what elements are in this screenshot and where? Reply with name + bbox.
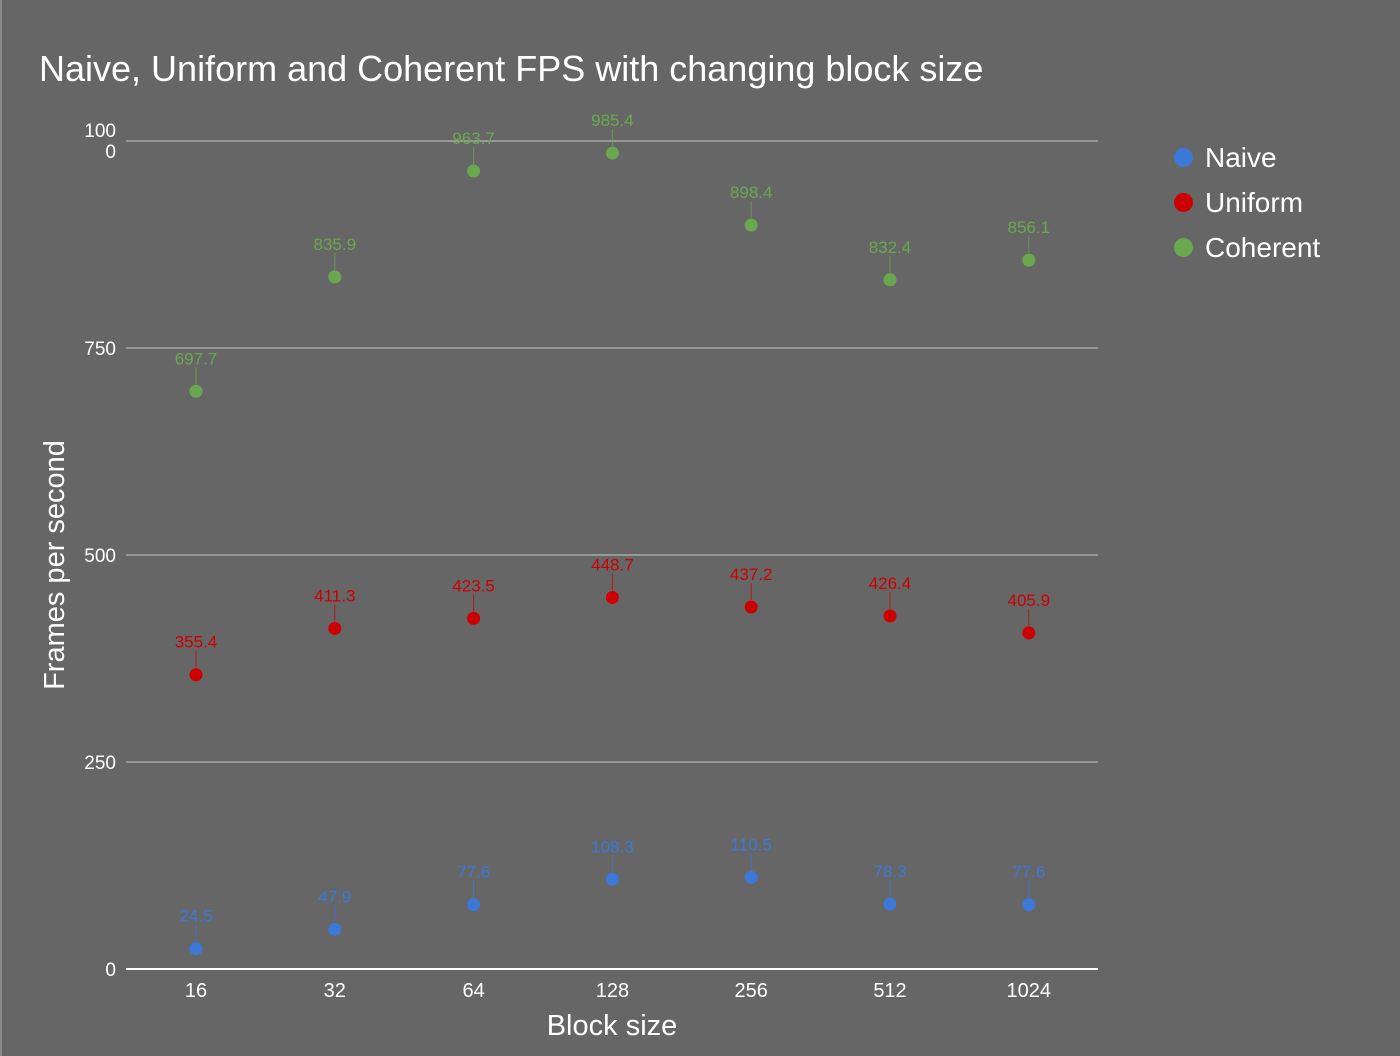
naive-data-label: 77.6	[457, 863, 490, 882]
coherent-data-label: 835.9	[314, 235, 357, 254]
naive-point	[605, 872, 619, 886]
x-tick-label: 256	[735, 980, 768, 1002]
uniform-point	[744, 600, 758, 614]
legend-marker	[1174, 148, 1193, 167]
uniform-point	[883, 609, 897, 623]
naive-point	[744, 871, 758, 885]
coherent-data-label: 985.4	[591, 111, 634, 130]
y-axis-title: Frames per second	[39, 440, 71, 690]
y-tick-label: 750	[84, 339, 116, 360]
coherent-point	[189, 384, 203, 398]
coherent-data-label: 832.4	[869, 238, 912, 257]
uniform-data-label: 437.2	[730, 565, 773, 584]
y-tick-label: 250	[84, 753, 116, 774]
legend-marker	[1174, 238, 1193, 257]
legend-item-uniform: Uniform	[1174, 180, 1320, 225]
coherent-point	[883, 273, 897, 287]
uniform-data-label: 448.7	[591, 555, 634, 574]
uniform-point	[605, 590, 619, 604]
uniform-point	[189, 668, 203, 682]
coherent-data-label: 963.7	[452, 129, 495, 148]
chart-title: Naive, Uniform and Coherent FPS with cha…	[39, 48, 984, 89]
coherent-data-label: 898.4	[730, 183, 773, 202]
coherent-data-label: 856.1	[1008, 218, 1051, 237]
uniform-point	[328, 621, 342, 635]
y-tick-label: 0	[105, 960, 116, 981]
legend-marker	[1174, 193, 1193, 212]
coherent-point	[605, 146, 619, 160]
uniform-point	[1022, 626, 1036, 640]
naive-point	[1022, 898, 1036, 912]
uniform-data-label: 355.4	[175, 633, 218, 652]
legend-item-naive: Naive	[1174, 135, 1320, 180]
x-axis-title: Block size	[547, 1010, 678, 1042]
coherent-point	[328, 270, 342, 284]
uniform-data-label: 426.4	[869, 574, 912, 593]
naive-data-label: 78.3	[873, 862, 906, 881]
x-tick-label: 128	[596, 980, 629, 1002]
naive-data-label: 24.5	[179, 907, 212, 926]
y-tick-label: 500	[84, 546, 116, 567]
coherent-point	[1022, 253, 1036, 267]
x-tick-label: 512	[873, 980, 906, 1002]
x-tick-label: 32	[324, 980, 346, 1002]
uniform-point	[467, 611, 481, 625]
naive-data-label: 47.9	[318, 887, 351, 906]
naive-data-label: 77.6	[1012, 863, 1045, 882]
uniform-data-label: 411.3	[314, 586, 355, 605]
coherent-point	[467, 164, 481, 178]
naive-data-label: 110.5	[731, 836, 772, 855]
x-tick-label: 1024	[1007, 980, 1052, 1002]
uniform-data-label: 405.9	[1008, 591, 1051, 610]
naive-point	[467, 898, 481, 912]
naive-data-label: 108.3	[591, 837, 634, 856]
legend-label: Uniform	[1205, 186, 1304, 218]
coherent-data-label: 697.7	[175, 349, 218, 368]
naive-point	[328, 922, 342, 936]
legend-item-coherent: Coherent	[1174, 225, 1320, 270]
y-tick-label: 100 0	[84, 121, 116, 163]
naive-point	[883, 897, 897, 911]
x-tick-label: 16	[185, 980, 207, 1002]
naive-point	[189, 942, 203, 956]
x-tick-label: 64	[462, 980, 484, 1002]
legend-label: Naive	[1205, 141, 1277, 173]
uniform-data-label: 423.5	[452, 576, 495, 595]
coherent-point	[744, 218, 758, 232]
legend: Naive Uniform Coherent	[1174, 135, 1320, 270]
legend-label: Coherent	[1205, 231, 1321, 263]
